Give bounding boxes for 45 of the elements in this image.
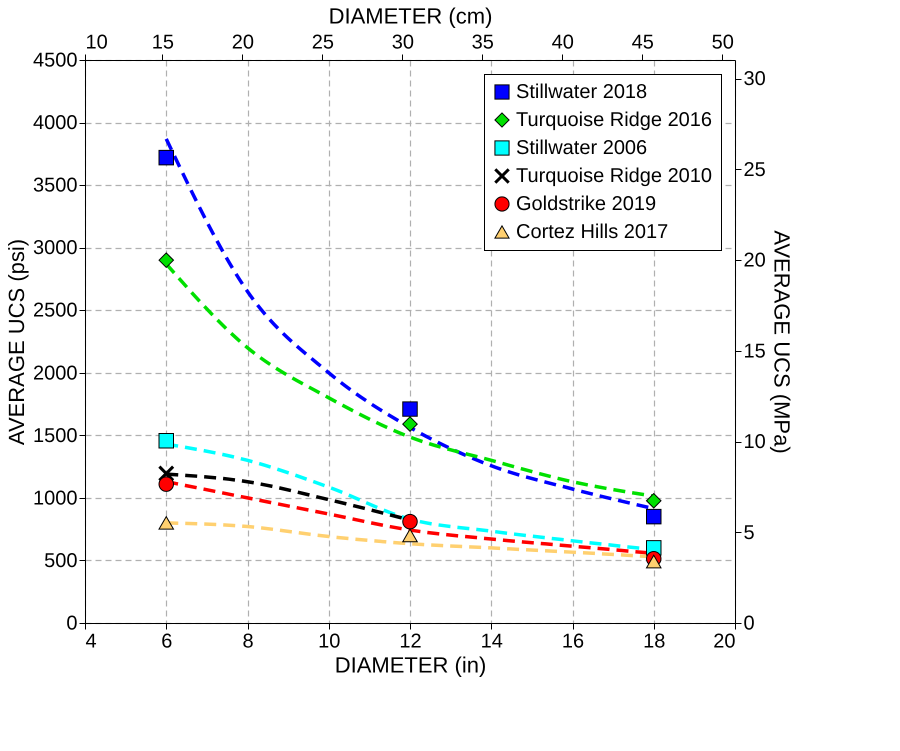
y2-axis-title: AVERAGE UCS (MPa) bbox=[770, 230, 795, 454]
y2-tick-label: 5 bbox=[744, 522, 755, 544]
y-axis-title: AVERAGE UCS (psi) bbox=[4, 238, 30, 446]
x-tick-label: 14 bbox=[480, 630, 503, 652]
x-tick-label: 10 bbox=[318, 630, 340, 652]
y-tick-label: 4500 bbox=[33, 50, 78, 72]
y2-tick-label: 25 bbox=[744, 158, 766, 181]
x2-tick-label: 20 bbox=[232, 32, 254, 54]
y-tick-label: 2000 bbox=[33, 362, 78, 384]
y2-tick-label: 0 bbox=[744, 612, 755, 634]
y-tick-label: 4000 bbox=[33, 112, 78, 134]
legend-label: Goldstrike 2019 bbox=[516, 193, 656, 215]
x-tick-label: 6 bbox=[161, 630, 172, 652]
x2-axis-title: DIAMETER (cm) bbox=[328, 4, 492, 28]
x-tick-label: 8 bbox=[242, 630, 254, 652]
x2-tick-label: 25 bbox=[312, 32, 334, 54]
y-tick-label: 2500 bbox=[33, 300, 78, 322]
x-tick-label: 12 bbox=[399, 630, 422, 652]
x2-tick-label: 50 bbox=[712, 32, 734, 54]
x2-tick-label: 35 bbox=[472, 32, 494, 54]
y-tick-label: 1000 bbox=[33, 487, 78, 510]
x-tick-label: 16 bbox=[562, 630, 584, 652]
x2-tick-label: 40 bbox=[552, 32, 574, 54]
x-tick-label: 20 bbox=[713, 630, 736, 652]
y-tick-label: 1500 bbox=[33, 424, 78, 447]
x2-tick-label: 15 bbox=[152, 32, 174, 54]
y-tick-label: 3500 bbox=[33, 174, 78, 197]
y2-tick-label: 20 bbox=[744, 250, 766, 272]
legend-label: Stillwater 2018 bbox=[516, 81, 648, 103]
y-tick-label: 0 bbox=[66, 612, 78, 634]
y-tick-label: 3000 bbox=[33, 237, 78, 260]
y2-tick-label: 15 bbox=[744, 340, 766, 362]
x2-tick-label: 45 bbox=[632, 32, 654, 54]
x2-tick-label: 30 bbox=[392, 32, 414, 54]
y-tick-label: 500 bbox=[44, 550, 78, 572]
legend-label: Turquoise Ridge 2016 bbox=[516, 109, 712, 131]
legend-label: Cortez Hills 2017 bbox=[516, 221, 668, 243]
x2-tick-label: 10 bbox=[86, 32, 108, 54]
legend-label: Turquoise Ridge 2010 bbox=[516, 165, 712, 187]
x-tick-label: 4 bbox=[86, 630, 97, 652]
y2-tick-label: 30 bbox=[744, 68, 766, 90]
y2-tick-label: 10 bbox=[744, 431, 766, 454]
x-tick-label: 18 bbox=[643, 630, 666, 652]
legend-label: Stillwater 2006 bbox=[516, 137, 648, 159]
x-axis-title: DIAMETER (in) bbox=[334, 652, 486, 678]
